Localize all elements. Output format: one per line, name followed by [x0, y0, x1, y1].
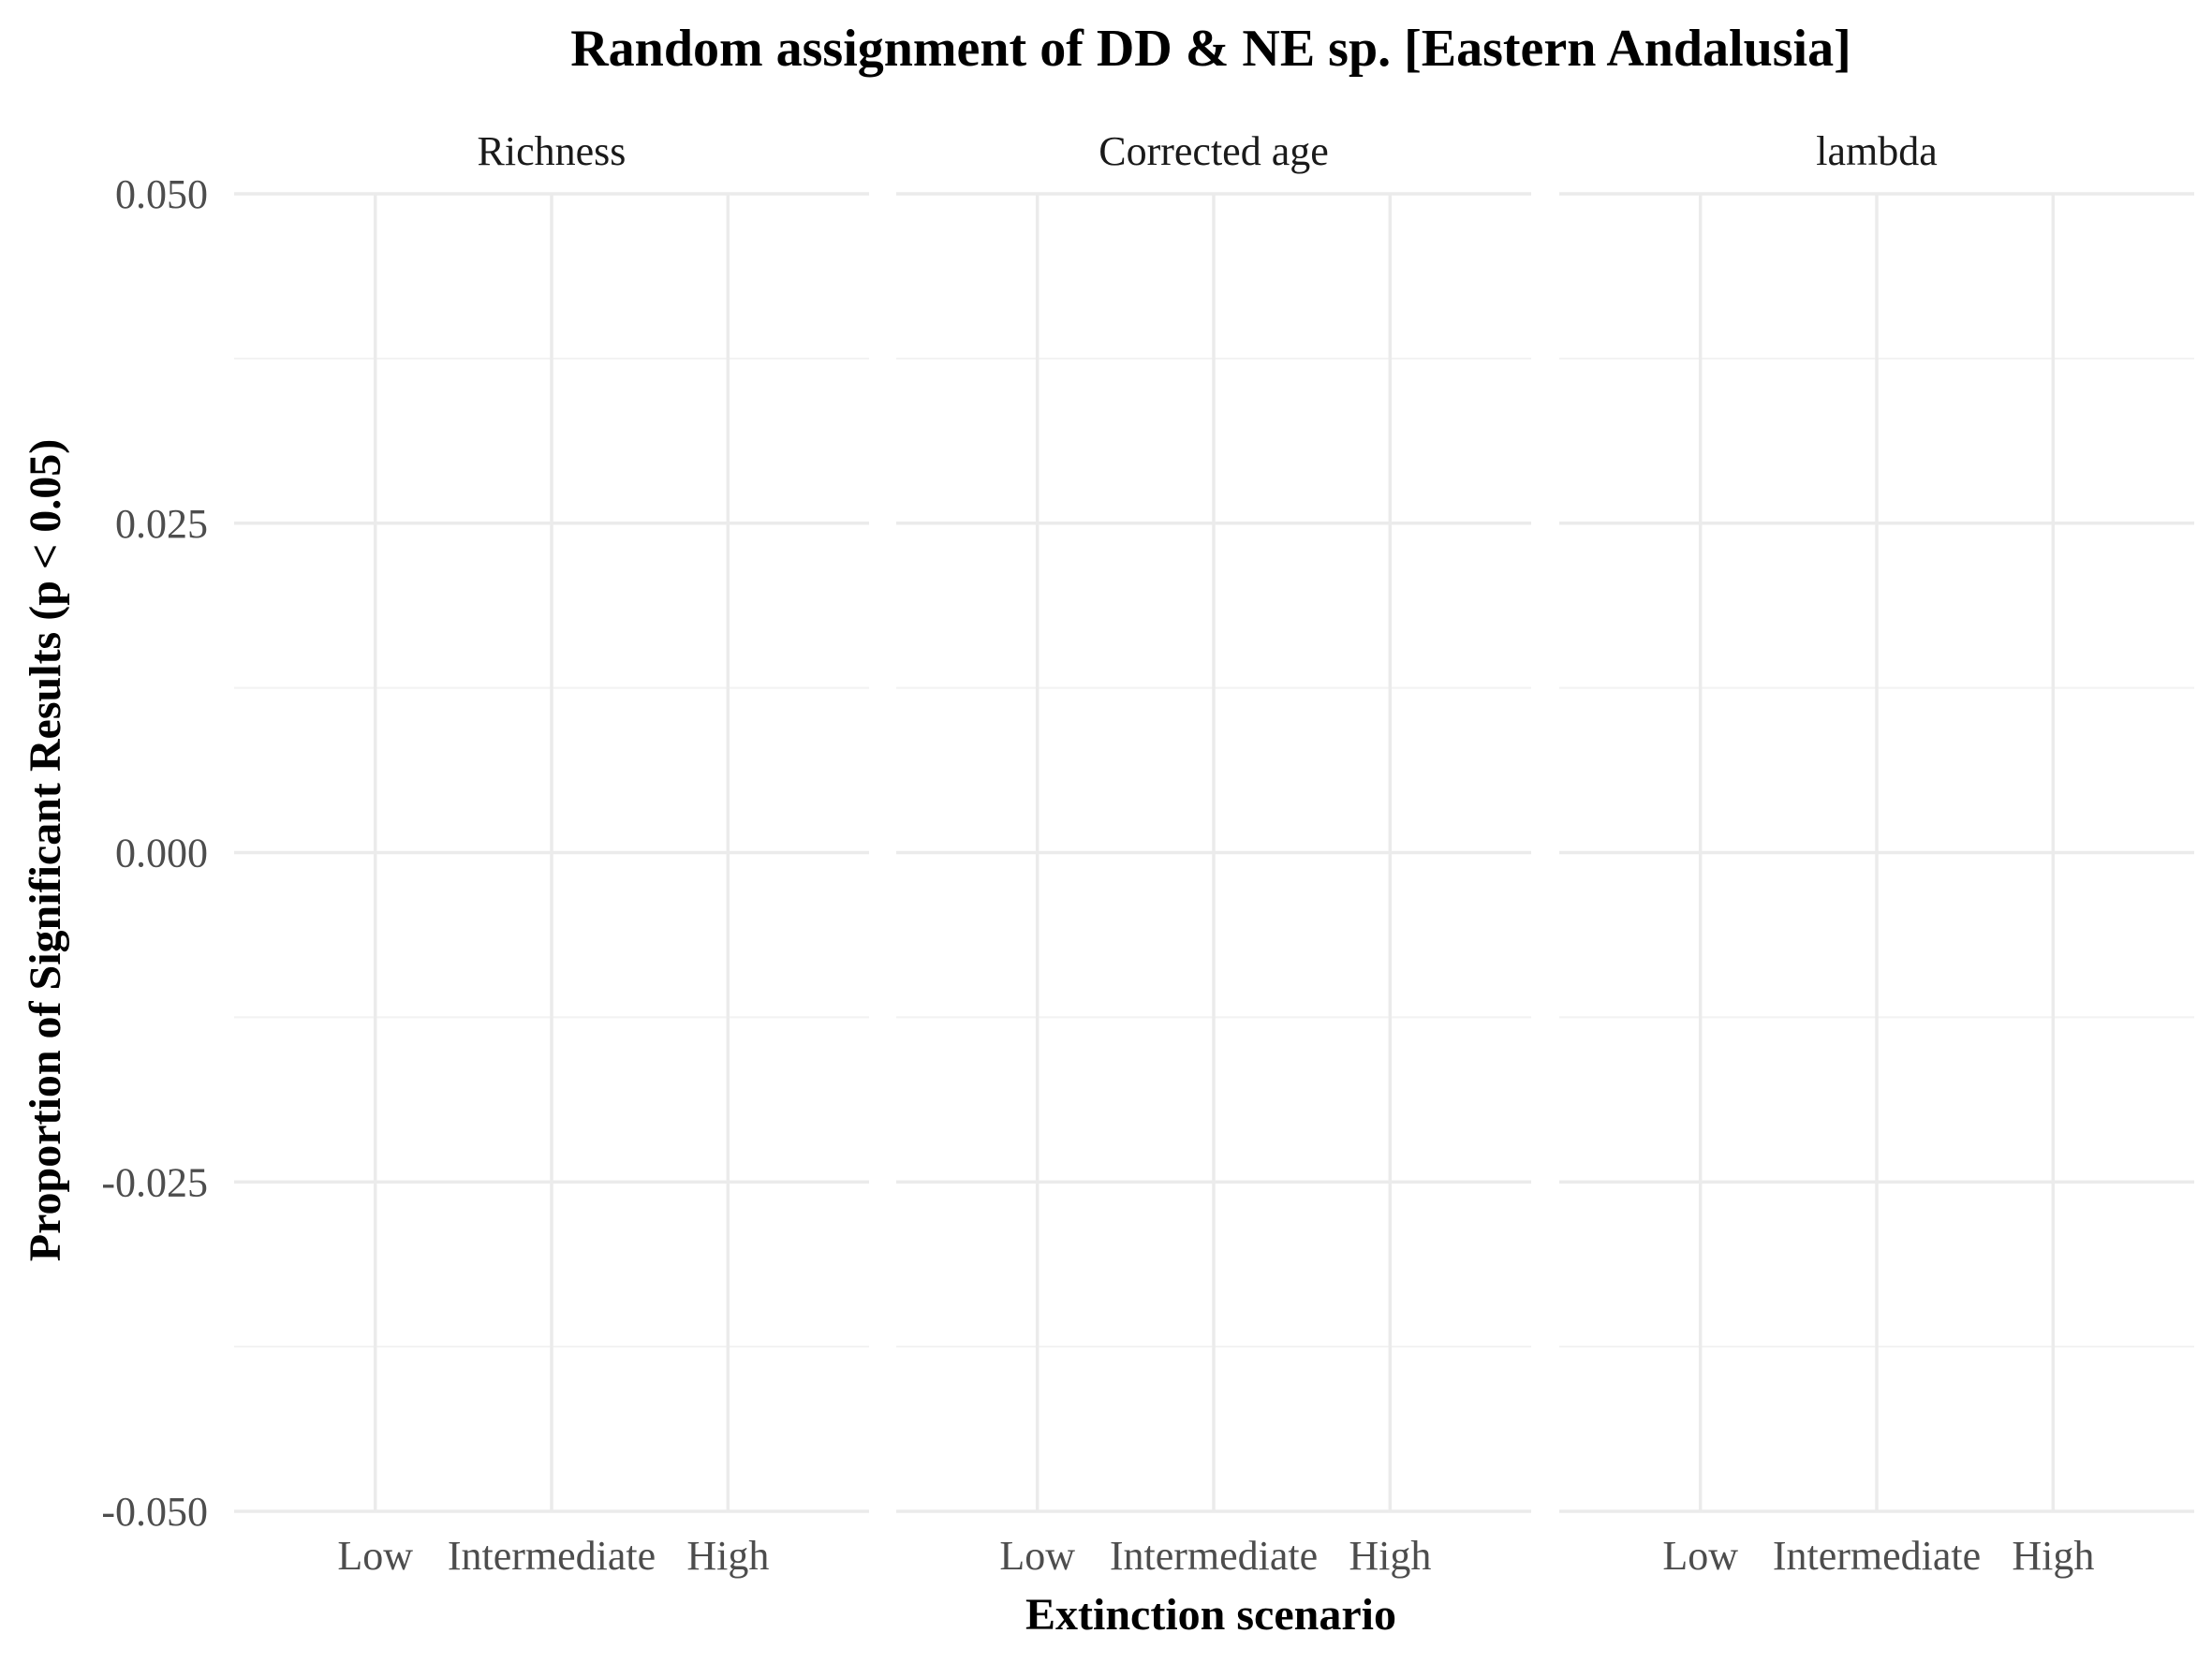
facet-panels: Low Intermediate High Richness Low Intermedia…	[234, 128, 2194, 1579]
facet-label: lambda	[1816, 128, 1938, 174]
y-tick-label: 0.000	[115, 831, 208, 876]
y-axis-title: Proportion of Significant Results (p < 0…	[21, 439, 70, 1261]
y-tick-label: -0.025	[101, 1159, 208, 1205]
facet-label: Richness	[478, 128, 627, 174]
facet-panel: Low Intermediate High lambda	[1559, 128, 2194, 1579]
x-tick-label: Intermediate	[1773, 1533, 1981, 1579]
x-tick-label: Intermediate	[1110, 1533, 1318, 1579]
chart-title: Random assignment of DD & NE sp. [Easter…	[570, 20, 1851, 78]
x-tick-label: High	[686, 1533, 769, 1579]
x-tick-label: High	[1349, 1533, 1431, 1579]
y-tick-label: -0.050	[101, 1489, 208, 1535]
y-tick-label: 0.050	[115, 171, 208, 217]
y-tick-labels: 0.050 0.025 0.000 -0.025 -0.050	[101, 171, 208, 1535]
x-tick-label: Low	[999, 1533, 1075, 1579]
x-tick-label: Low	[337, 1533, 413, 1579]
facet-label: Corrected age	[1099, 128, 1329, 174]
x-tick-label: Low	[1662, 1533, 1738, 1579]
x-axis-title: Extinction scenario	[1025, 1590, 1396, 1640]
x-tick-label: High	[2012, 1533, 2094, 1579]
facet-panel: Low Intermediate High Richness	[234, 128, 869, 1579]
facet-panel: Low Intermediate High Corrected age	[896, 128, 1531, 1579]
x-tick-label: Intermediate	[448, 1533, 656, 1579]
y-tick-label: 0.025	[115, 501, 208, 547]
